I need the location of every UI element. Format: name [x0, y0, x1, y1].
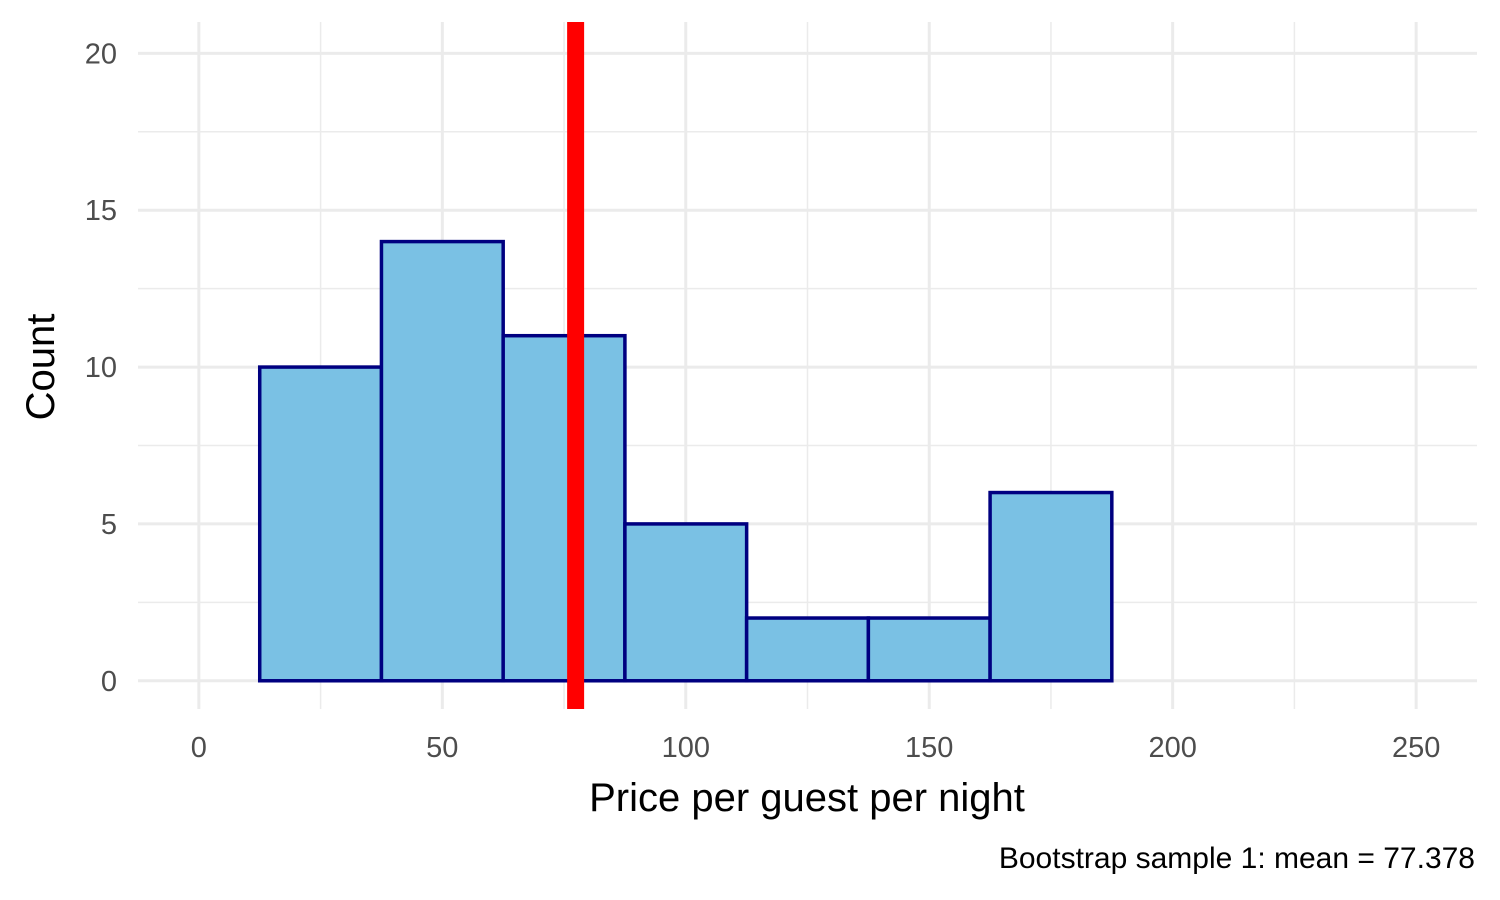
histogram-bar-4: [744, 616, 871, 683]
histogram-bar-5: [866, 616, 992, 683]
x-tick-label-1: 50: [426, 732, 458, 764]
y-axis-title: Count: [19, 314, 63, 421]
y-tick-label-0: 0: [101, 666, 117, 698]
x-tick-label-0: 0: [191, 732, 207, 764]
major-gridlines: [138, 22, 1477, 709]
histogram-bar-2: [501, 333, 627, 683]
histogram-bar-3: [623, 522, 749, 683]
histogram-bars: [257, 239, 1114, 683]
histogram-bar-1: [379, 239, 505, 683]
y-tick-label-1: 5: [101, 509, 117, 541]
histogram-bar-6: [988, 490, 1114, 683]
x-tick-label-3: 150: [905, 732, 953, 764]
histogram-bar-0: [257, 365, 384, 683]
x-tick-label-4: 200: [1148, 732, 1196, 764]
x-tick-label-5: 250: [1392, 732, 1440, 764]
x-axis-tick-labels: 0 50 100 150 200 250: [191, 732, 1441, 764]
y-axis-tick-labels: 0 5 10 15 20: [85, 38, 117, 697]
x-axis-title: Price per guest per night: [589, 776, 1025, 820]
x-tick-label-2: 100: [662, 732, 710, 764]
chart-caption: Bootstrap sample 1: mean = 77.378: [999, 842, 1475, 875]
y-tick-label-2: 10: [85, 352, 117, 384]
y-tick-label-3: 15: [85, 195, 117, 227]
y-tick-label-4: 20: [85, 38, 117, 70]
